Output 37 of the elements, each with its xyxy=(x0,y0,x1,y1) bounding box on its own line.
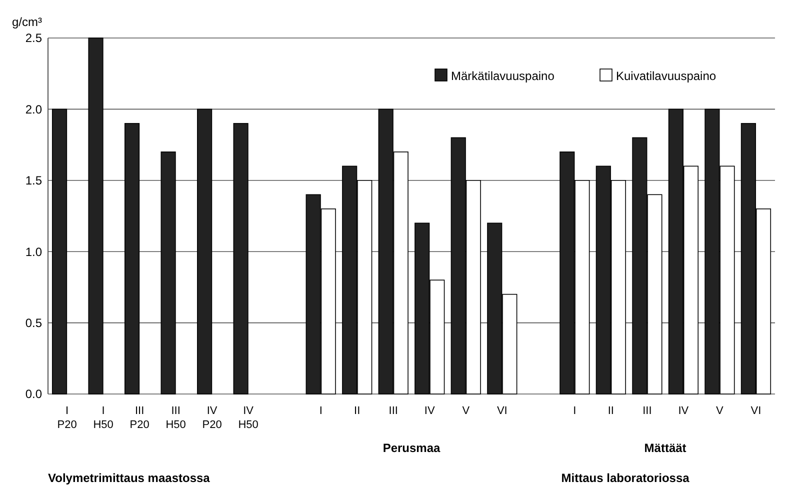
x-tick-label: IV xyxy=(678,405,690,417)
y-tick-label: 1.5 xyxy=(25,174,42,188)
x-tick-label: IV P20 xyxy=(202,405,222,431)
bar xyxy=(52,108,68,394)
y-tick-label: 2.5 xyxy=(25,31,42,46)
x-tick-label: I H50 xyxy=(93,405,114,431)
text: Perusmaa xyxy=(382,441,441,455)
legend-label: Kuivatilavuuspaino xyxy=(616,69,716,83)
x-tick-label: VI xyxy=(496,405,508,417)
x-tick-label: IV H50 xyxy=(238,405,258,431)
x-tick-label: VI xyxy=(750,405,762,417)
text: Mättäät xyxy=(644,441,686,455)
text: Mittaus laboratoriossa xyxy=(561,471,690,485)
legend-label: Märkätilavuuspaino xyxy=(451,69,555,83)
bar xyxy=(233,123,248,394)
x-tick-label: III xyxy=(642,405,652,417)
text: Volymetrimittaus maastossa xyxy=(48,471,210,485)
x-tick-label: I xyxy=(573,405,576,417)
x-tick-label: III xyxy=(388,405,398,417)
x-tick-label: III H50 xyxy=(166,405,186,431)
x-tick-label: V xyxy=(462,405,470,417)
y-tick-label: 0.5 xyxy=(25,316,42,330)
x-tick-label: I xyxy=(319,405,322,417)
bar xyxy=(124,123,140,394)
bar xyxy=(197,108,212,394)
y-tick-label: 1.0 xyxy=(25,244,42,259)
x-tick-label: II xyxy=(608,405,614,417)
y-axis-title: g/cm³ xyxy=(12,15,42,29)
x-tick-label: III P20 xyxy=(130,405,150,431)
x-tick-label: I P20 xyxy=(57,405,77,431)
y-tick-label: 2.0 xyxy=(25,102,42,116)
x-tick-label: V xyxy=(716,405,724,417)
y-tick-label: 0.0 xyxy=(25,387,42,402)
x-tick-label: II xyxy=(354,405,360,417)
bar xyxy=(88,38,104,394)
x-tick-label: IV xyxy=(424,405,436,417)
bar xyxy=(160,152,176,394)
